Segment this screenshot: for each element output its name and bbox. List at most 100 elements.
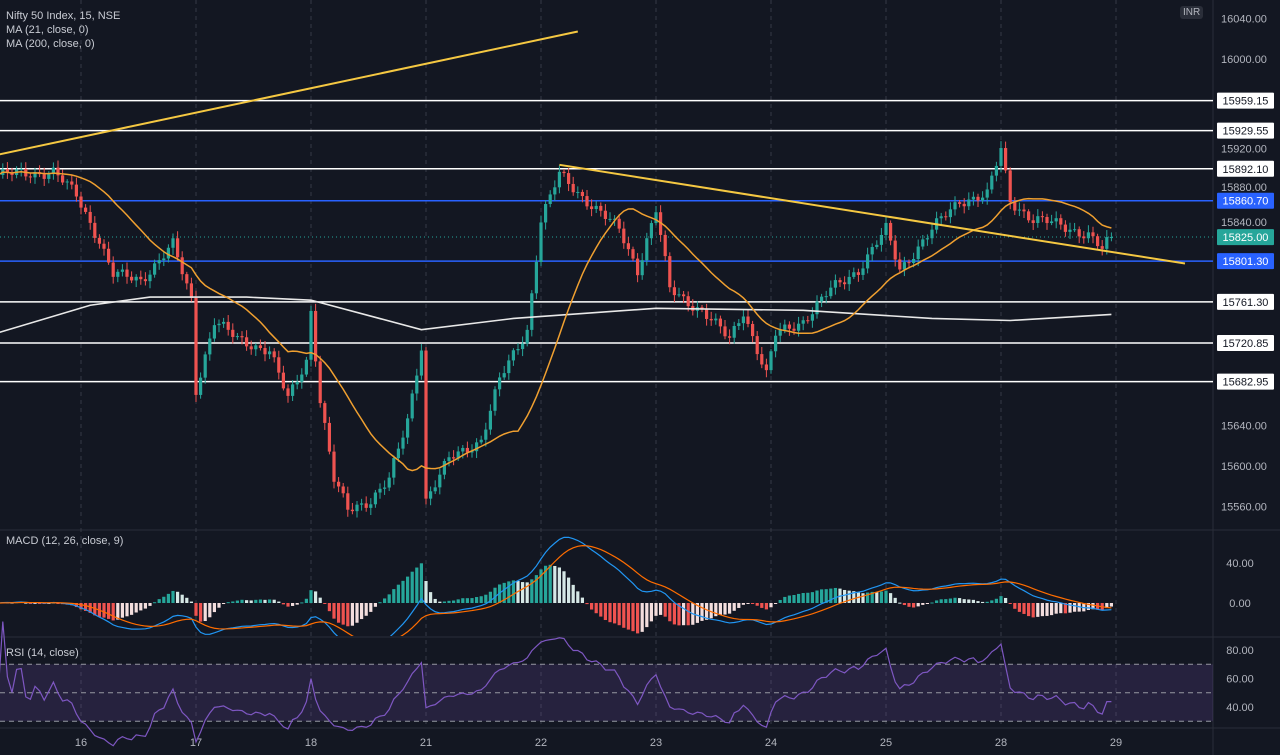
candle-body [580, 191, 584, 197]
trendline [0, 30, 579, 156]
candle-body [235, 336, 239, 338]
candle-body [1027, 211, 1031, 221]
macd-histogram-bar [783, 596, 787, 603]
macd-histogram-bar [732, 603, 736, 611]
macd-histogram-bar [194, 603, 198, 616]
macd-histogram-bar [429, 592, 433, 603]
macd-histogram-bar [134, 603, 138, 613]
candle-body [948, 209, 952, 218]
currency-badge[interactable]: INR [1180, 6, 1204, 19]
candle-body [323, 403, 327, 423]
macd-histogram-bar [948, 598, 952, 603]
candle-body [392, 458, 396, 478]
macd-histogram-bar [930, 602, 934, 604]
macd-histogram-bar [907, 603, 911, 607]
ma21-legend[interactable]: MA (21, close, 0) [6, 24, 89, 36]
macd-histogram-bar [24, 602, 28, 604]
macd-histogram-bar [953, 597, 957, 603]
chart-legend: Nifty 50 Index, 15, NSE MA (21, close, 0… [6, 9, 120, 51]
macd-histogram-bar [1105, 603, 1109, 609]
macd-histogram-bar [594, 603, 598, 614]
rsi-legend[interactable]: RSI (14, close) [6, 647, 79, 659]
macd-histogram-bar [332, 603, 336, 619]
candle-body [511, 350, 515, 361]
candle-body [10, 172, 14, 175]
macd-histogram-bar [33, 603, 37, 604]
macd-histogram-bar [603, 603, 607, 621]
candle-body [1068, 229, 1072, 232]
candle-body [217, 323, 221, 326]
level-price-label: 15682.95 [1223, 377, 1269, 389]
candle-body [1050, 221, 1054, 224]
candles [1, 141, 1113, 518]
macd-histogram-bar [249, 600, 253, 603]
candle-body [268, 351, 272, 355]
candle-body [769, 351, 773, 371]
candle-body [953, 202, 957, 210]
candle-body [107, 248, 111, 263]
macd-histogram-bar [185, 597, 189, 603]
candle-body [387, 477, 391, 488]
macd-histogram-bar [700, 603, 704, 621]
macd-histogram-bar [130, 603, 134, 615]
level-price-label: 15761.30 [1223, 297, 1269, 309]
macd-histogram-bar [314, 591, 318, 603]
macd-histogram-bar [843, 589, 847, 603]
macd-histogram-bar [815, 590, 819, 603]
macd-histogram-bar [801, 593, 805, 603]
macd-histogram-bar [599, 603, 603, 617]
candle-body [332, 451, 336, 482]
candle-body [272, 351, 276, 358]
macd-histogram-bar [38, 603, 42, 604]
rsi-axis-tick: 80.00 [1226, 645, 1254, 657]
candle-body [939, 216, 943, 219]
level-price-label-box [1217, 92, 1274, 109]
ma200-legend[interactable]: MA (200, close, 0) [6, 38, 95, 50]
macd-histogram-bar [1036, 603, 1040, 617]
macd-histogram-bar [682, 603, 686, 626]
candle-body [231, 329, 235, 337]
macd-histogram-bar [291, 603, 295, 606]
macd-histogram-bar [300, 602, 304, 604]
macd-histogram-bar [622, 603, 626, 628]
candle-body [1045, 217, 1049, 224]
macd-histogram-bar [235, 600, 239, 603]
macd-histogram-bar [567, 577, 571, 603]
candle-body [199, 377, 203, 395]
macd-histogram-bar [1091, 603, 1095, 610]
candle-body [907, 262, 911, 264]
candle-body [318, 361, 322, 404]
candle-body [226, 321, 230, 330]
candle-body [286, 388, 290, 396]
macd-histogram-bar [723, 603, 727, 615]
macd-histogram-bar [553, 565, 557, 603]
macd-histogram-bar [879, 591, 883, 603]
macd-histogram-bar [1073, 603, 1077, 612]
macd-histogram-bar [769, 603, 773, 608]
candle-body [28, 176, 32, 178]
candle-body [668, 256, 672, 288]
ma200-line [0, 296, 1112, 334]
candle-body [893, 240, 897, 260]
macd-histogram-bar [254, 599, 258, 603]
candle-body [162, 258, 166, 261]
macd-histogram-bar [1063, 603, 1067, 614]
macd-histogram-bar [166, 593, 170, 603]
macd-histogram-bar [1054, 603, 1058, 614]
macd-histogram-bar [672, 603, 676, 625]
candle-body [838, 280, 842, 283]
candle-body [65, 181, 69, 183]
candle-body [774, 335, 778, 352]
candle-body [636, 258, 640, 276]
candle-body [465, 447, 469, 453]
ma21-line [0, 170, 1112, 472]
macd-histogram-bar [488, 591, 492, 603]
macd-histogram-bar [56, 603, 60, 604]
symbol-title[interactable]: Nifty 50 Index, 15, NSE [6, 10, 121, 22]
candle-body [125, 269, 129, 277]
candle-body [985, 189, 989, 198]
macd-histogram-bar [751, 603, 755, 604]
macd-legend[interactable]: MACD (12, 26, close, 9) [6, 535, 124, 547]
time-axis-label: 22 [535, 737, 547, 749]
